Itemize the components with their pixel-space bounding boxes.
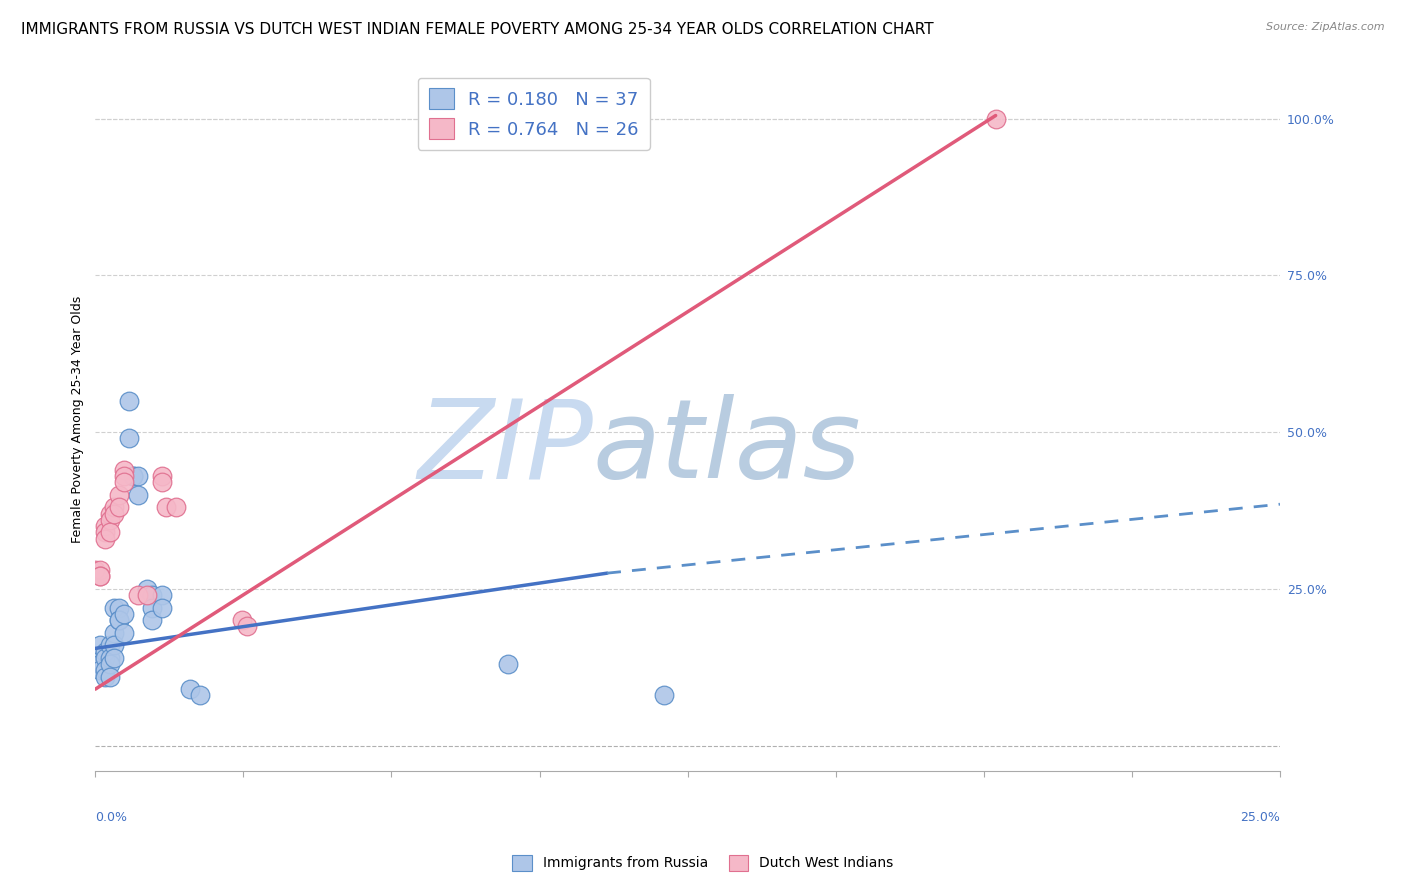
Point xyxy=(112,625,135,640)
Point xyxy=(98,513,121,527)
Point xyxy=(98,638,121,652)
Point xyxy=(150,588,173,602)
Point xyxy=(98,657,121,671)
Point xyxy=(94,532,117,546)
Point xyxy=(112,475,135,490)
Point xyxy=(141,588,163,602)
Point xyxy=(98,507,121,521)
Point xyxy=(89,563,111,577)
Point xyxy=(98,525,121,540)
Point xyxy=(108,488,131,502)
Point xyxy=(94,650,117,665)
Point xyxy=(103,650,125,665)
Point xyxy=(98,670,121,684)
Point xyxy=(103,600,125,615)
Point xyxy=(652,689,675,703)
Point xyxy=(94,525,117,540)
Point xyxy=(103,625,125,640)
Point xyxy=(155,500,177,515)
Point xyxy=(122,469,145,483)
Point xyxy=(108,600,131,615)
Point xyxy=(496,657,519,671)
Point xyxy=(231,613,253,627)
Point xyxy=(984,112,1007,126)
Point xyxy=(94,519,117,533)
Point xyxy=(179,682,201,697)
Point xyxy=(89,569,111,583)
Point xyxy=(117,393,139,408)
Point xyxy=(150,475,173,490)
Point xyxy=(112,463,135,477)
Point xyxy=(150,469,173,483)
Point xyxy=(136,588,159,602)
Point xyxy=(94,644,117,658)
Point xyxy=(103,638,125,652)
Text: IMMIGRANTS FROM RUSSIA VS DUTCH WEST INDIAN FEMALE POVERTY AMONG 25-34 YEAR OLDS: IMMIGRANTS FROM RUSSIA VS DUTCH WEST IND… xyxy=(21,22,934,37)
Point xyxy=(108,500,131,515)
Y-axis label: Female Poverty Among 25-34 Year Olds: Female Poverty Among 25-34 Year Olds xyxy=(72,296,84,543)
Point xyxy=(84,650,107,665)
Text: Source: ZipAtlas.com: Source: ZipAtlas.com xyxy=(1267,22,1385,32)
Point xyxy=(127,469,149,483)
Text: atlas: atlas xyxy=(593,394,862,501)
Point xyxy=(108,613,131,627)
Text: 0.0%: 0.0% xyxy=(96,812,128,824)
Legend: R = 0.180   N = 37, R = 0.764   N = 26: R = 0.180 N = 37, R = 0.764 N = 26 xyxy=(418,78,650,150)
Point xyxy=(89,569,111,583)
Point xyxy=(236,619,259,633)
Legend: Immigrants from Russia, Dutch West Indians: Immigrants from Russia, Dutch West India… xyxy=(506,849,900,876)
Text: ZIP: ZIP xyxy=(418,394,593,501)
Point xyxy=(141,613,163,627)
Point xyxy=(188,689,211,703)
Point xyxy=(165,500,187,515)
Point xyxy=(117,431,139,445)
Point xyxy=(94,663,117,677)
Point xyxy=(89,657,111,671)
Point xyxy=(89,663,111,677)
Point xyxy=(103,507,125,521)
Point xyxy=(94,670,117,684)
Point xyxy=(127,588,149,602)
Point xyxy=(136,582,159,596)
Point xyxy=(112,469,135,483)
Point xyxy=(141,600,163,615)
Point xyxy=(127,488,149,502)
Point xyxy=(103,500,125,515)
Point xyxy=(89,638,111,652)
Point xyxy=(84,563,107,577)
Point xyxy=(98,650,121,665)
Point xyxy=(112,607,135,621)
Text: 25.0%: 25.0% xyxy=(1240,812,1279,824)
Point xyxy=(122,469,145,483)
Point xyxy=(108,613,131,627)
Point xyxy=(150,600,173,615)
